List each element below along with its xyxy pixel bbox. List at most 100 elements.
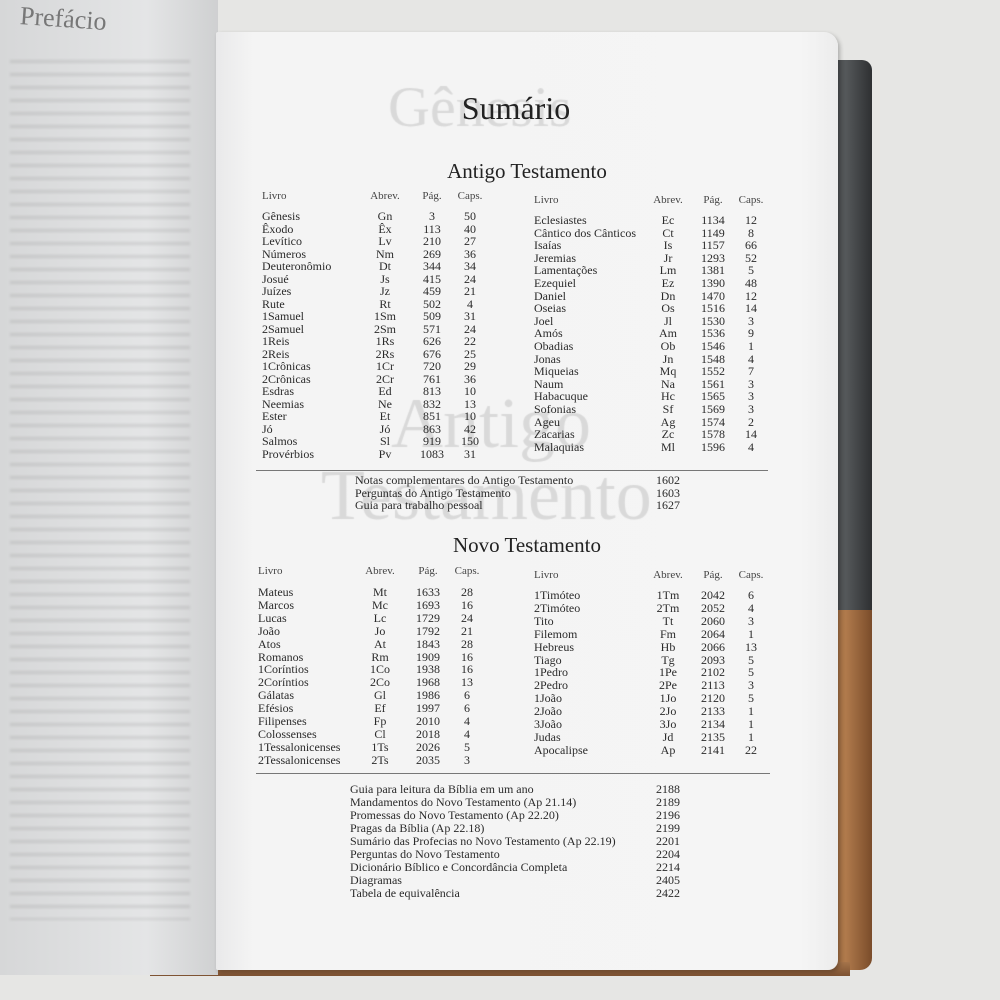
ot-right-header-book: Livro <box>534 194 559 206</box>
book-abbrev: Jd <box>662 729 674 744</box>
book-abbrev: 2Co <box>369 675 391 690</box>
book-page: 415 <box>423 271 441 286</box>
book-abbrev: Jz <box>380 284 390 298</box>
book-page: 1293 <box>701 250 725 265</box>
book-name: João <box>258 623 280 638</box>
book-chapters: 4 <box>464 714 470 728</box>
book-chapters: 14 <box>745 427 757 442</box>
book-name: 1Coríntios <box>258 662 309 677</box>
book-abbrev: Ag <box>660 414 676 429</box>
book-page: 1546 <box>701 339 725 353</box>
book-name: Ezequiel <box>534 276 576 290</box>
book-abbrev: 2Tm <box>656 600 680 615</box>
extra-page: 2201 <box>656 834 680 848</box>
nt-right-header-chapters: Caps. <box>738 569 764 581</box>
book-chapters: 14 <box>745 301 757 316</box>
extra-page: 2189 <box>656 795 680 809</box>
book-abbrev: 1Jo <box>659 691 677 706</box>
book-abbrev: Tg <box>661 652 675 667</box>
book-name: Efésios <box>258 701 294 716</box>
book-abbrev: Jr <box>663 250 673 265</box>
book-page: 1470 <box>701 288 725 303</box>
book-name: 2Samuel <box>262 321 304 336</box>
book-abbrev: Rt <box>379 296 391 311</box>
book-name: Tito <box>534 613 554 628</box>
left-page-text-blur <box>10 60 190 920</box>
book-abbrev: Ed <box>378 384 392 398</box>
book-name: 2Crônicas <box>262 371 311 386</box>
book-page: 761 <box>423 371 441 386</box>
extra-page: 2199 <box>656 821 680 835</box>
book-page: 1516 <box>701 301 725 316</box>
book-page: 1552 <box>701 364 725 379</box>
page-title: Sumário <box>461 90 571 126</box>
book-abbrev: Mq <box>659 364 677 379</box>
book-page: 1530 <box>701 313 725 328</box>
book-name: Josué <box>262 271 289 286</box>
book-abbrev: Lm <box>659 263 677 278</box>
book-abbrev: Dt <box>379 259 391 273</box>
extra-page: 2214 <box>656 860 680 874</box>
book-chapters: 16 <box>461 597 473 612</box>
book-chapters: 25 <box>464 346 476 361</box>
book-page: 1693 <box>416 597 440 612</box>
nt-left-header-page: Pág. <box>418 565 438 577</box>
book-chapters: 3 <box>464 752 470 767</box>
book-name: Habacuque <box>534 389 588 404</box>
book-abbrev: Jó <box>379 421 391 436</box>
book-page: 344 <box>423 259 441 273</box>
book-name: Amós <box>534 326 563 341</box>
book-name: 2Reis <box>262 346 290 361</box>
book-name: Salmos <box>262 434 298 448</box>
extra-title: Mandamentos do Novo Testamento (Ap 21.14… <box>350 795 577 809</box>
book-abbrev: Pv <box>378 446 392 461</box>
extra-title: Diagramas <box>350 873 402 887</box>
book-abbrev: Ez <box>661 276 675 290</box>
book-name: Miqueias <box>534 364 579 379</box>
book-name: Isaías <box>534 238 562 253</box>
book-name: 1Samuel <box>262 309 304 323</box>
ot-right-header-abbrev: Abrev. <box>653 194 683 206</box>
book-chapters: 36 <box>464 246 476 261</box>
book-page: 502 <box>423 296 441 311</box>
book-chapters: 4 <box>467 296 473 311</box>
book-chapters: 13 <box>461 675 473 690</box>
book-abbrev: Fm <box>659 626 677 641</box>
book-chapters: 6 <box>464 701 470 716</box>
book-chapters: 9 <box>748 326 754 341</box>
divider <box>256 773 770 774</box>
book-name: Êxodo <box>262 221 294 236</box>
book-chapters: 40 <box>464 221 476 236</box>
book-page: 2035 <box>416 752 440 767</box>
extra-title: Promessas do Novo Testamento (Ap 22.20) <box>350 808 559 822</box>
book-name: Provérbios <box>262 446 314 461</box>
book-name: Rute <box>262 296 285 311</box>
book-abbrev: Dn <box>660 288 676 303</box>
book-name: Romanos <box>258 649 304 664</box>
contents-page: Sumário Antigo Testamento Novo Testament… <box>216 32 838 970</box>
book-chapters: 31 <box>464 309 476 323</box>
book-abbrev: Hc <box>661 389 675 404</box>
extra-title: Dicionário Bíblico e Concordância Comple… <box>350 860 568 874</box>
book-page: 1149 <box>701 225 725 240</box>
book-abbrev: Sl <box>379 434 391 448</box>
book-page: 2060 <box>701 613 725 628</box>
book-abbrev: Ob <box>660 339 676 353</box>
nt-right-header-abbrev: Abrev. <box>653 569 683 581</box>
book-chapters: 4 <box>748 600 754 615</box>
book-name: Gênesis <box>262 209 300 223</box>
book-chapters: 24 <box>461 610 473 625</box>
new-testament-heading: Novo Testamento <box>452 533 602 557</box>
book-abbrev: Jl <box>663 313 673 328</box>
book-page: 269 <box>423 246 441 261</box>
book-chapters: 31 <box>464 446 476 461</box>
book-page: 1157 <box>701 238 725 253</box>
book-abbrev: Rm <box>371 649 389 664</box>
book-name: Zacarias <box>534 427 575 442</box>
book-name: Filemom <box>534 626 578 641</box>
book-page: 1083 <box>420 446 444 461</box>
extra-title: Guia para trabalho pessoal <box>355 498 483 512</box>
book-abbrev: Ec <box>661 213 675 227</box>
book-chapters: 2 <box>748 414 754 429</box>
book-chapters: 1 <box>748 729 754 744</box>
